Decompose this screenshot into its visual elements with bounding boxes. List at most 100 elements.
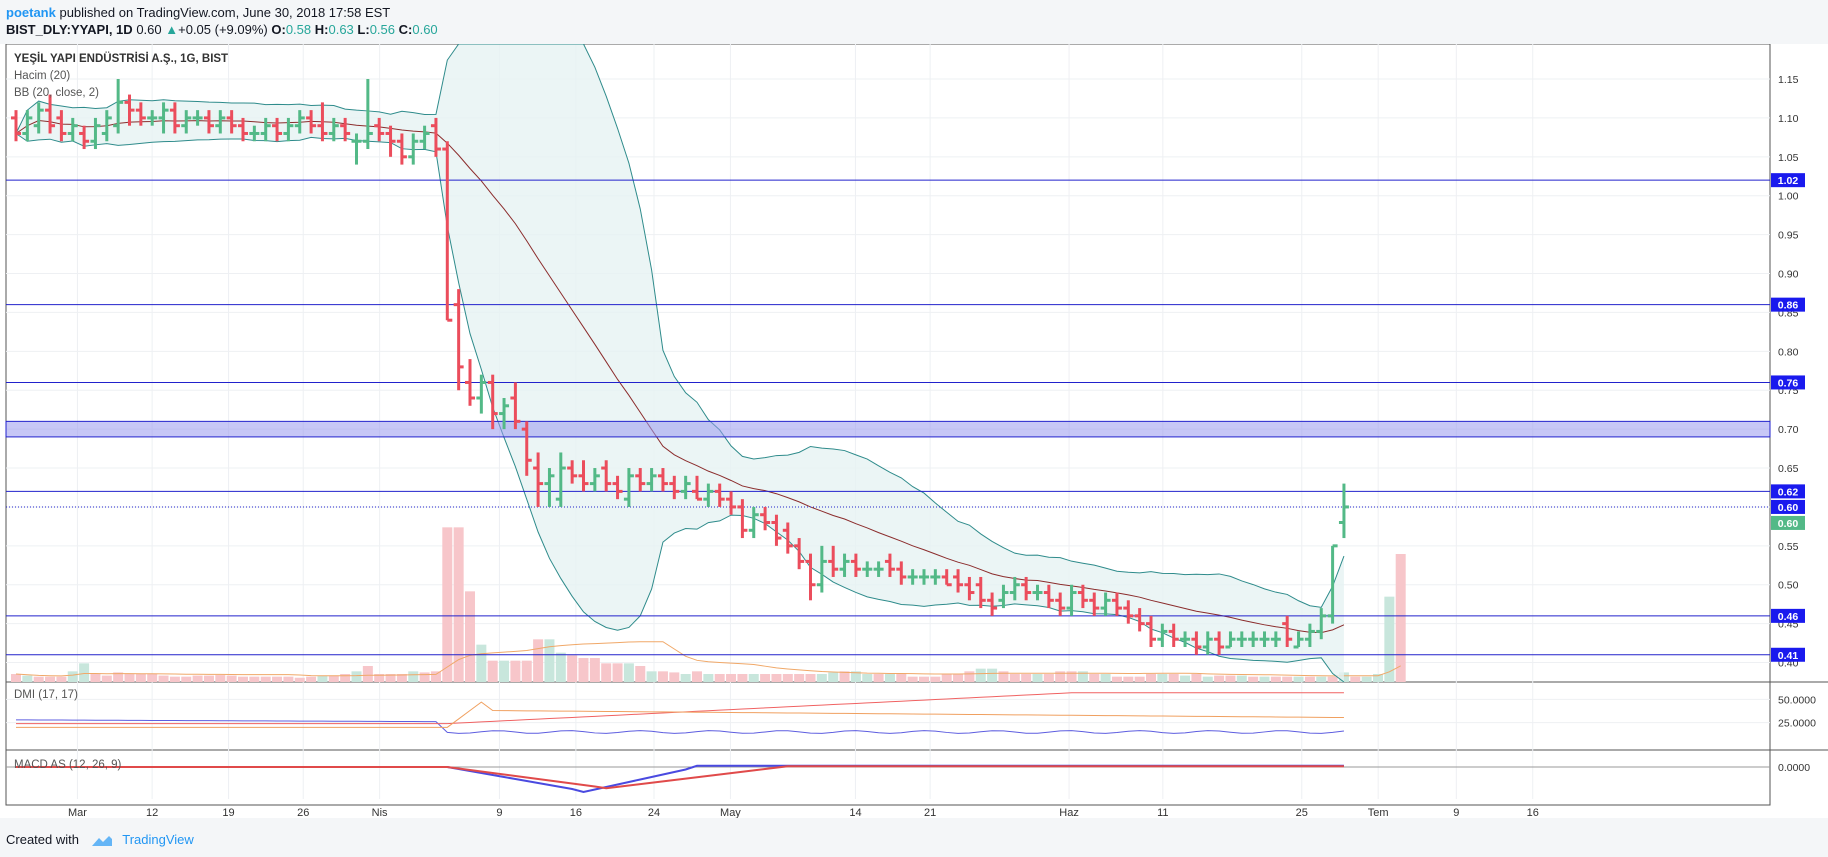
ohlc-bar xyxy=(147,110,158,126)
ohlc-bar xyxy=(884,553,895,577)
volume-bar xyxy=(1270,676,1281,682)
ohlc-bar xyxy=(1077,584,1088,609)
ohlc-bar xyxy=(657,468,668,492)
ohlc-bar xyxy=(680,475,691,500)
level-label-box xyxy=(1771,608,1805,623)
ohlc-bar xyxy=(987,592,998,616)
ohlc-bar xyxy=(113,79,124,134)
volume-bar xyxy=(499,660,510,682)
volume-bar xyxy=(226,675,237,682)
ohlc-bar xyxy=(1316,608,1327,640)
adx-line xyxy=(16,701,1344,728)
ohlc-bar xyxy=(294,110,305,134)
bb-upper-line xyxy=(15,44,1345,608)
ohlc-bar xyxy=(476,374,487,414)
volume-bar xyxy=(828,672,839,682)
ohlc-bar xyxy=(203,110,214,134)
volume-bar xyxy=(260,676,271,682)
ohlc-bar xyxy=(499,398,510,430)
ohlc-bar xyxy=(850,553,861,577)
x-tick-label: 26 xyxy=(297,807,309,818)
ohlc-bar xyxy=(567,460,578,484)
volume-bar xyxy=(884,674,895,682)
ohlc-bar xyxy=(396,133,407,165)
volume-bar xyxy=(90,674,101,682)
ohlc-bar xyxy=(1100,592,1111,616)
author-link[interactable]: poetank xyxy=(6,5,56,20)
ohlc-bar xyxy=(1270,631,1281,647)
ohlc-bar xyxy=(612,475,623,500)
ohlc-bar xyxy=(181,110,192,134)
ohlc-bar xyxy=(215,110,226,134)
ohlc-bar xyxy=(1236,631,1247,647)
volume-bar xyxy=(1100,674,1111,682)
volume-bar xyxy=(1214,675,1225,682)
volume-bar xyxy=(850,671,861,682)
volume-bar xyxy=(1361,676,1372,682)
ohlc-bar xyxy=(919,569,929,585)
volume-bar xyxy=(612,663,623,682)
ohlc-bar xyxy=(317,102,328,142)
legend-volume: Hacim (20) xyxy=(14,70,70,82)
volume-bar xyxy=(521,660,532,682)
ohlc-bar xyxy=(408,133,419,165)
ohlc-bar xyxy=(839,553,850,577)
volume-bar xyxy=(181,676,192,682)
tradingview-logo-icon xyxy=(91,835,112,846)
ohlc-bar xyxy=(1293,631,1304,649)
ohlc-bar xyxy=(510,382,521,430)
symbol-name: BIST_DLY:YYAPI, 1D xyxy=(6,22,133,37)
ohlc-bar xyxy=(453,289,464,391)
volume-bar xyxy=(79,663,90,682)
chart-canvas[interactable]: Mar 12 19 26 Nis 9 16 24 May 14 21 Haz 11 25 Tem 9 16 0.4… xyxy=(0,44,1828,818)
volume-bar xyxy=(67,671,78,682)
level-label-box xyxy=(1771,375,1805,390)
open-value: 0.58 xyxy=(285,22,312,37)
change-arrow-icon: ▲ xyxy=(165,22,179,37)
level-label: 0.46 xyxy=(1778,611,1799,623)
legend-title: YEŞİL YAPI ENDÜSTRİSİ A.Ş., 1G, BIST xyxy=(14,52,228,65)
volume-bar xyxy=(1293,676,1304,682)
volume-bar xyxy=(374,674,385,682)
legend-macd: MACD AS (12, 26, 9) xyxy=(14,759,122,771)
x-tick-label: Tem xyxy=(1368,807,1389,818)
ohlc-bar xyxy=(192,110,203,126)
ohlc-bar xyxy=(272,117,283,142)
macd-signal-line xyxy=(16,765,1344,790)
ohlc-bar xyxy=(385,125,396,157)
volume-bar xyxy=(1055,671,1066,682)
ohlc-bar xyxy=(1191,631,1202,655)
ohlc-bar xyxy=(533,452,544,507)
dmi-plus-line xyxy=(15,719,1345,734)
volume-bar xyxy=(1225,675,1236,682)
ohlc-bar xyxy=(90,117,101,150)
y-tick-label: 0.95 xyxy=(1778,230,1799,242)
level-label: 0.62 xyxy=(1778,486,1799,498)
ohlc-bar xyxy=(1089,592,1100,616)
ohlc-bar xyxy=(896,561,907,585)
ohlc-bar xyxy=(521,421,532,476)
volume-bar xyxy=(1259,676,1270,682)
ohlc-bar xyxy=(601,460,612,492)
level-label: 0.76 xyxy=(1778,377,1799,389)
volume-bar xyxy=(272,676,283,682)
volume-bar xyxy=(113,672,124,682)
volume-bar xyxy=(1032,674,1043,682)
volume-bar xyxy=(453,527,464,682)
volume-bar xyxy=(907,676,918,682)
ohlc-bar xyxy=(669,475,680,500)
ohlc-bar xyxy=(692,475,702,501)
tradingview-link[interactable]: TradingView xyxy=(122,832,194,847)
volume-bar xyxy=(1202,676,1213,682)
ohlc-bar xyxy=(283,117,294,142)
volume-bar xyxy=(294,677,305,682)
volume-bar xyxy=(385,674,396,682)
x-tick-label: Nis xyxy=(372,807,388,818)
ohlc-bar xyxy=(953,569,964,593)
volume-bar xyxy=(1180,675,1191,682)
volume-bar xyxy=(987,668,998,682)
ohlc-bar xyxy=(1180,631,1191,647)
volume-bar xyxy=(1123,676,1134,682)
volume-bar xyxy=(1021,674,1032,682)
dmi-tick-label: 25.0000 xyxy=(1778,718,1816,730)
